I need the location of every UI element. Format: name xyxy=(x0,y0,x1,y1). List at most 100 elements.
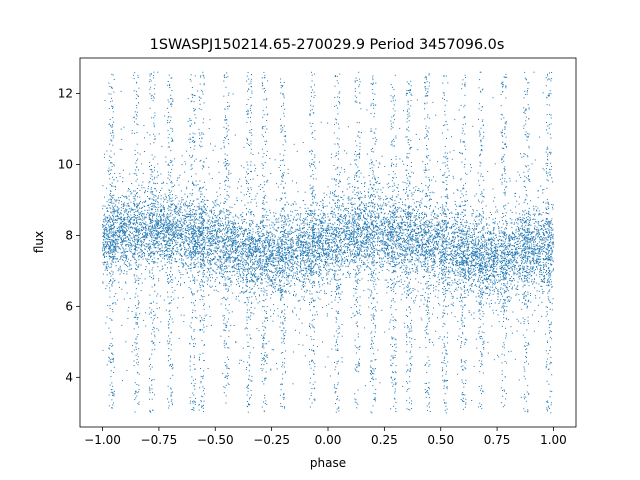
data-point xyxy=(231,229,233,230)
data-point xyxy=(135,260,137,262)
data-point xyxy=(319,242,321,244)
data-point xyxy=(251,237,253,238)
data-point xyxy=(461,241,463,243)
data-point xyxy=(430,198,432,200)
data-point xyxy=(377,188,379,190)
data-point xyxy=(357,254,359,256)
data-point xyxy=(174,211,176,213)
data-point xyxy=(344,214,346,216)
data-point xyxy=(437,215,439,217)
data-point xyxy=(488,253,490,255)
data-point xyxy=(118,234,120,236)
data-point xyxy=(160,211,162,213)
data-point xyxy=(123,224,125,226)
data-point xyxy=(424,263,426,264)
data-point xyxy=(404,210,406,212)
data-point xyxy=(418,257,420,259)
data-point xyxy=(368,233,370,235)
data-point xyxy=(454,258,456,260)
data-point xyxy=(210,258,212,260)
data-point xyxy=(399,248,401,250)
data-point xyxy=(269,231,271,233)
data-point xyxy=(117,207,119,209)
data-point xyxy=(519,247,521,249)
data-point xyxy=(474,233,475,235)
data-point xyxy=(198,236,200,238)
data-point xyxy=(547,273,549,275)
data-point xyxy=(159,235,161,237)
data-point xyxy=(445,241,447,243)
data-point xyxy=(538,224,540,226)
data-point xyxy=(496,249,498,251)
data-point xyxy=(396,222,398,224)
data-point xyxy=(121,240,123,242)
data-point xyxy=(321,243,322,245)
data-point xyxy=(142,236,144,238)
data-point xyxy=(505,268,507,270)
data-point xyxy=(281,255,283,257)
data-point xyxy=(408,230,409,231)
data-point xyxy=(489,294,491,296)
data-point xyxy=(372,237,374,239)
data-point xyxy=(158,251,160,252)
data-point xyxy=(194,206,196,208)
data-point xyxy=(490,243,492,245)
data-point xyxy=(408,205,410,207)
data-point xyxy=(120,257,122,259)
data-point xyxy=(166,248,168,250)
data-point xyxy=(420,239,422,241)
data-point xyxy=(242,222,243,224)
data-point xyxy=(285,256,287,258)
data-point xyxy=(279,288,281,289)
data-point xyxy=(302,245,304,246)
data-point xyxy=(500,255,502,257)
data-point xyxy=(142,234,144,236)
data-point xyxy=(216,249,218,251)
data-point xyxy=(196,240,198,242)
data-point xyxy=(216,232,218,234)
data-point xyxy=(155,190,157,192)
data-point xyxy=(524,247,526,249)
data-point xyxy=(487,230,489,232)
data-point xyxy=(202,239,204,241)
data-point xyxy=(352,259,354,261)
data-point xyxy=(247,254,249,256)
data-point xyxy=(174,245,176,247)
data-point xyxy=(414,216,416,218)
data-point xyxy=(165,227,167,229)
data-point xyxy=(103,239,105,241)
data-point xyxy=(444,196,446,198)
data-point xyxy=(325,243,326,245)
data-point xyxy=(155,237,157,239)
data-point xyxy=(414,250,416,251)
data-point xyxy=(536,262,538,264)
data-point xyxy=(140,264,142,266)
data-point xyxy=(410,251,412,253)
data-point xyxy=(315,242,317,243)
data-point xyxy=(230,261,231,263)
data-point xyxy=(274,245,276,247)
data-point xyxy=(389,222,391,224)
data-point xyxy=(549,235,551,237)
data-point xyxy=(181,232,183,234)
data-point xyxy=(360,172,362,174)
data-point xyxy=(259,261,261,263)
data-point xyxy=(327,258,329,260)
data-point xyxy=(486,224,487,226)
data-point xyxy=(533,248,535,250)
data-point xyxy=(421,243,423,245)
data-point xyxy=(357,225,359,226)
data-point xyxy=(317,219,319,221)
data-point xyxy=(305,246,307,248)
data-point xyxy=(453,246,455,248)
data-point xyxy=(315,249,317,251)
data-point xyxy=(268,242,270,244)
data-point xyxy=(300,236,302,238)
data-point xyxy=(407,277,408,279)
data-point xyxy=(398,202,400,203)
data-point xyxy=(165,244,167,246)
data-point xyxy=(523,262,525,264)
data-point xyxy=(295,242,297,244)
data-point xyxy=(446,216,448,218)
data-point xyxy=(169,220,171,222)
